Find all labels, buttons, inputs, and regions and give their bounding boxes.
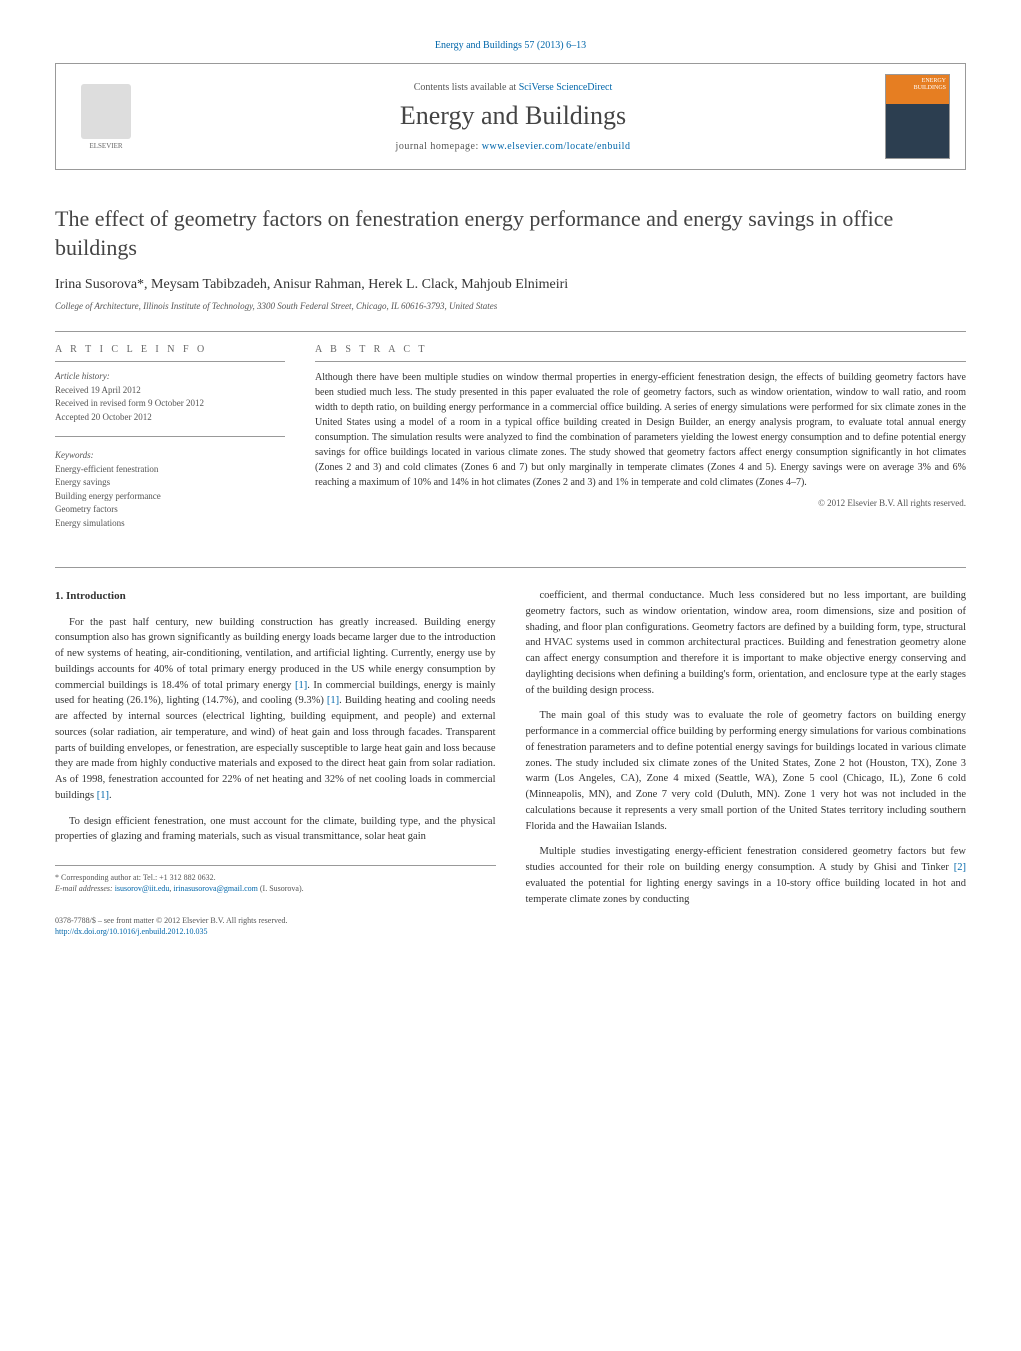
keyword: Energy savings (55, 477, 110, 487)
journal-header-box: ELSEVIER Contents lists available at Sci… (55, 63, 966, 170)
copyright: © 2012 Elsevier B.V. All rights reserved… (315, 498, 966, 508)
section-heading: 1. Introduction (55, 588, 496, 605)
divider (55, 436, 285, 437)
contents-line: Contents lists available at SciVerse Sci… (141, 82, 885, 93)
article-info-heading: A R T I C L E I N F O (55, 344, 285, 362)
article-info-column: A R T I C L E I N F O Article history: R… (55, 344, 285, 542)
keyword: Geometry factors (55, 504, 118, 514)
body-columns: 1. Introduction For the past half centur… (55, 588, 966, 937)
article-history: Article history: Received 19 April 2012 … (55, 370, 285, 424)
body-paragraph: For the past half century, new building … (55, 615, 496, 804)
history-item: Received in revised form 9 October 2012 (55, 398, 204, 408)
reference-link[interactable]: [1] (295, 680, 307, 691)
keyword: Energy-efficient fenestration (55, 464, 158, 474)
elsevier-logo: ELSEVIER (71, 77, 141, 157)
keyword: Energy simulations (55, 518, 125, 528)
contents-prefix: Contents lists available at (414, 82, 519, 93)
email-label: E-mail addresses: (55, 884, 115, 893)
history-item: Accepted 20 October 2012 (55, 412, 152, 422)
journal-header-citation: Energy and Buildings 57 (2013) 6–13 (55, 40, 966, 51)
body-column-right: coefficient, and thermal conductance. Mu… (526, 588, 967, 937)
divider (55, 331, 966, 332)
article-title: The effect of geometry factors on fenest… (55, 205, 966, 262)
homepage-line: journal homepage: www.elsevier.com/locat… (141, 141, 885, 152)
keywords-block: Keywords: Energy-efficient fenestration … (55, 449, 285, 530)
keywords-label: Keywords: (55, 449, 285, 463)
doi-line: http://dx.doi.org/10.1016/j.enbuild.2012… (55, 926, 496, 937)
email-link[interactable]: irinasusorova@gmail.com (173, 884, 257, 893)
keyword: Building energy performance (55, 491, 161, 501)
paragraph-text: For the past half century, new building … (55, 617, 496, 801)
body-column-left: 1. Introduction For the past half centur… (55, 588, 496, 937)
divider (55, 567, 966, 568)
body-paragraph: Multiple studies investigating energy-ef… (526, 844, 967, 907)
doi-prefix[interactable]: http://dx.doi.org/ (55, 927, 109, 936)
email-line: E-mail addresses: isusorov@iit.edu, irin… (55, 883, 496, 894)
abstract-text: Although there have been multiple studie… (315, 370, 966, 490)
footer-meta: 0378-7788/$ – see front matter © 2012 El… (55, 915, 496, 937)
authors: Irina Susorova*, Meysam Tabibzadeh, Anis… (55, 277, 966, 293)
email-link[interactable]: isusorov@iit.edu (115, 884, 170, 893)
header-center: Contents lists available at SciVerse Sci… (141, 82, 885, 152)
body-paragraph: coefficient, and thermal conductance. Mu… (526, 588, 967, 698)
abstract-column: A B S T R A C T Although there have been… (315, 344, 966, 542)
corresponding-author: * Corresponding author at: Tel.: +1 312 … (55, 872, 496, 883)
email-suffix: (I. Susorova). (258, 884, 304, 893)
history-item: Received 19 April 2012 (55, 385, 141, 395)
abstract-heading: A B S T R A C T (315, 344, 966, 362)
affiliation: College of Architecture, Illinois Instit… (55, 301, 966, 311)
doi-link[interactable]: 10.1016/j.enbuild.2012.10.035 (109, 927, 207, 936)
reference-link[interactable]: [1] (97, 790, 109, 801)
journal-title: Energy and Buildings (141, 101, 885, 131)
issn-line: 0378-7788/$ – see front matter © 2012 El… (55, 915, 496, 926)
reference-link[interactable]: [2] (954, 862, 966, 873)
journal-cover-thumbnail: ENERGYBUILDINGS (885, 74, 950, 159)
info-abstract-row: A R T I C L E I N F O Article history: R… (55, 344, 966, 542)
history-label: Article history: (55, 371, 110, 381)
footnote-block: * Corresponding author at: Tel.: +1 312 … (55, 865, 496, 894)
sciencedirect-link[interactable]: SciVerse ScienceDirect (519, 82, 613, 93)
reference-link[interactable]: [1] (327, 695, 339, 706)
homepage-link[interactable]: www.elsevier.com/locate/enbuild (482, 141, 631, 152)
elsevier-tree-icon (81, 84, 131, 139)
body-paragraph: The main goal of this study was to evalu… (526, 708, 967, 834)
body-paragraph: To design efficient fenestration, one mu… (55, 814, 496, 846)
homepage-prefix: journal homepage: (396, 141, 482, 152)
publisher-name: ELSEVIER (89, 142, 122, 150)
cover-label: ENERGYBUILDINGS (914, 78, 946, 91)
